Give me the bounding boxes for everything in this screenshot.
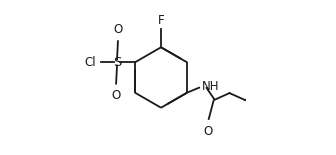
- Text: S: S: [113, 56, 121, 69]
- Text: O: O: [203, 125, 212, 138]
- Text: O: O: [112, 89, 121, 102]
- Text: NH: NH: [202, 80, 220, 93]
- Text: Cl: Cl: [84, 56, 96, 69]
- Text: O: O: [113, 23, 123, 35]
- Text: F: F: [158, 14, 164, 27]
